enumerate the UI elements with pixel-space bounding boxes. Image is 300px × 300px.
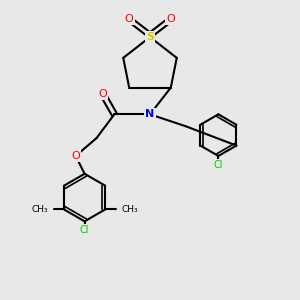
Text: CH₃: CH₃	[31, 205, 48, 214]
Text: O: O	[71, 151, 80, 161]
Text: CH₃: CH₃	[122, 205, 138, 214]
Text: Cl: Cl	[214, 160, 223, 170]
Text: O: O	[125, 14, 134, 24]
Text: O: O	[98, 88, 107, 98]
Text: O: O	[167, 14, 175, 24]
Text: N: N	[146, 109, 154, 119]
Text: S: S	[146, 32, 154, 42]
Text: Cl: Cl	[80, 225, 89, 235]
